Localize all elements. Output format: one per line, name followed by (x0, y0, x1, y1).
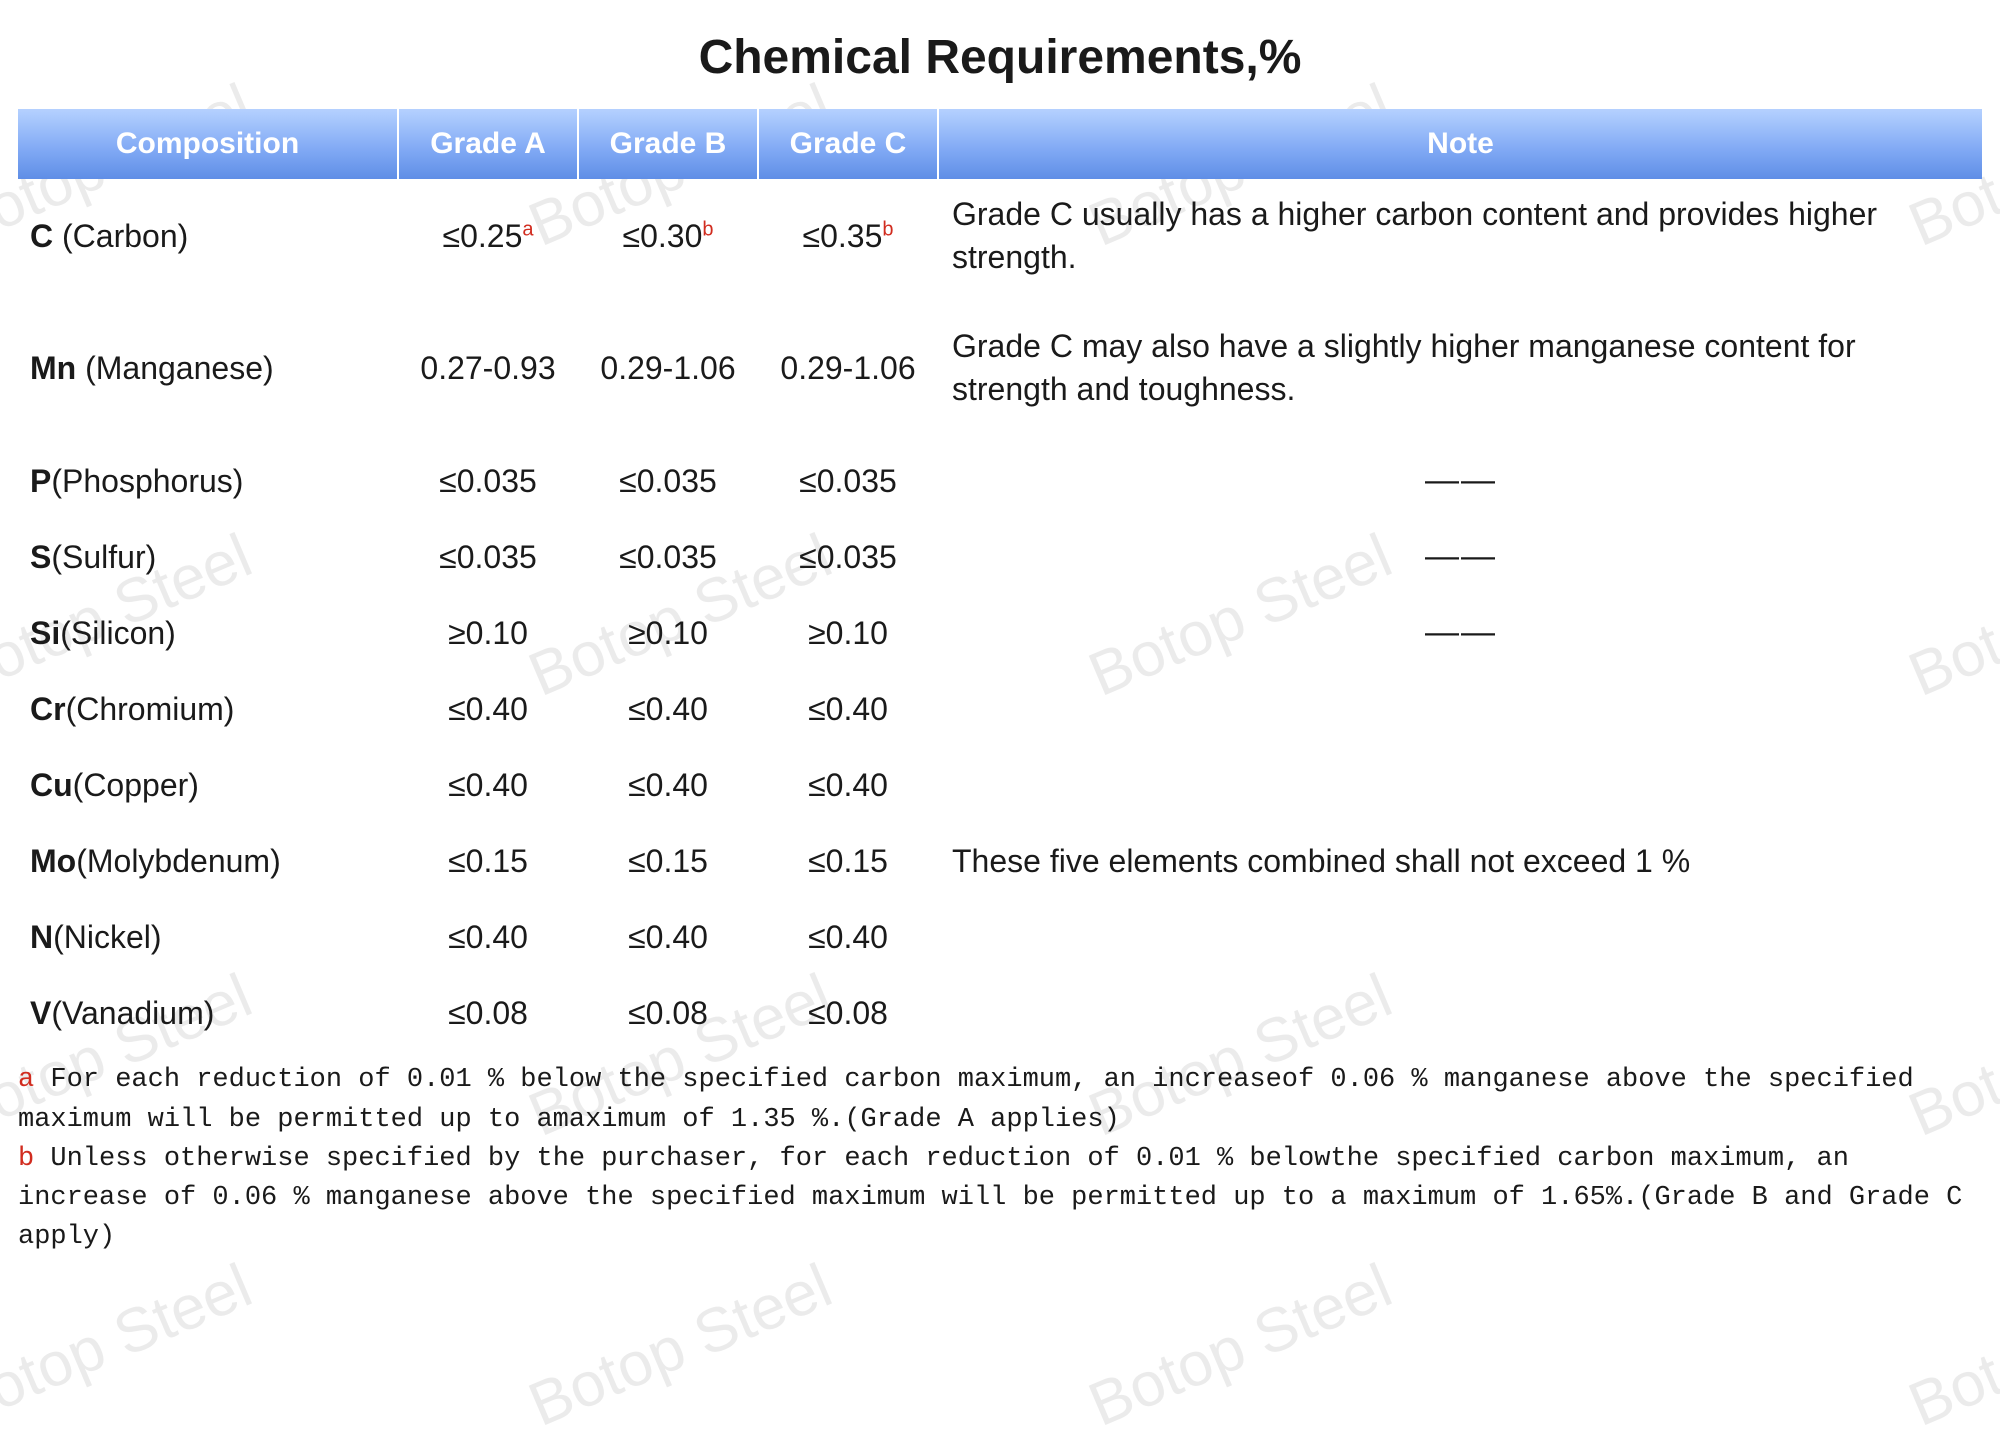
cell-grade-a: ≤0.08 (398, 975, 578, 1051)
footnote-a-text: For each reduction of 0.01 % below the s… (18, 1065, 1914, 1134)
cell-grade-b: ≤0.15 (578, 823, 758, 899)
table-row: P(Phosphorus)≤0.035≤0.035≤0.035—— (18, 443, 1982, 519)
footnotes: a For each reduction of 0.01 % below the… (18, 1061, 1982, 1257)
cell-composition: Cr(Chromium) (18, 671, 398, 747)
cell-grade-a: ≤0.40 (398, 671, 578, 747)
table-row: C (Carbon)≤0.25a≤0.30b≤0.35bGrade C usua… (18, 179, 1982, 293)
cell-grade-c: ≤0.035 (758, 443, 938, 519)
watermark: Botop Steel (519, 1250, 842, 1441)
cell-grade-b: ≤0.035 (578, 519, 758, 595)
cell-composition: P(Phosphorus) (18, 443, 398, 519)
cell-grade-c: ≤0.40 (758, 747, 938, 823)
cell-grade-b: ≥0.10 (578, 595, 758, 671)
cell-grade-b: ≤0.40 (578, 899, 758, 975)
cell-grade-c: ≥0.10 (758, 595, 938, 671)
cell-grade-a: ≤0.40 (398, 747, 578, 823)
cell-composition: Cu(Copper) (18, 747, 398, 823)
col-grade-c: Grade C (758, 109, 938, 179)
cell-grade-a: ≥0.10 (398, 595, 578, 671)
cell-note: —— (938, 519, 1982, 595)
cell-grade-c: ≤0.35b (758, 179, 938, 293)
cell-grade-b: ≤0.08 (578, 975, 758, 1051)
cell-composition: Si(Silicon) (18, 595, 398, 671)
cell-grade-c: ≤0.40 (758, 671, 938, 747)
cell-grade-b: ≤0.40 (578, 747, 758, 823)
col-grade-b: Grade B (578, 109, 758, 179)
cell-grade-a: ≤0.25a (398, 179, 578, 293)
table-row: Cr(Chromium)≤0.40≤0.40≤0.40These five el… (18, 671, 1982, 747)
cell-note: —— (938, 595, 1982, 671)
cell-grade-b: ≤0.40 (578, 671, 758, 747)
watermark: Botop Steel (1079, 1250, 1402, 1441)
cell-grade-b: 0.29-1.06 (578, 293, 758, 443)
cell-composition: Mn (Manganese) (18, 293, 398, 443)
cell-grade-c: ≤0.15 (758, 823, 938, 899)
cell-grade-c: 0.29-1.06 (758, 293, 938, 443)
cell-grade-c: ≤0.40 (758, 899, 938, 975)
cell-grade-a: ≤0.15 (398, 823, 578, 899)
cell-composition: C (Carbon) (18, 179, 398, 293)
cell-grade-b: ≤0.035 (578, 443, 758, 519)
cell-grade-a: 0.27-0.93 (398, 293, 578, 443)
watermark: Botop Steel (1899, 1250, 2000, 1441)
col-note: Note (938, 109, 1982, 179)
chem-table: Composition Grade A Grade B Grade C Note… (18, 109, 1982, 1051)
table-row: Si(Silicon)≥0.10≥0.10≥0.10—— (18, 595, 1982, 671)
cell-composition: V(Vanadium) (18, 975, 398, 1051)
footnote-marker-a: a (18, 1065, 34, 1095)
table-row: S(Sulfur)≤0.035≤0.035≤0.035—— (18, 519, 1982, 595)
cell-composition: N(Nickel) (18, 899, 398, 975)
watermark: Botop Steel (0, 1250, 262, 1441)
page-root: Chemical Requirements,% Composition Grad… (0, 0, 2000, 1446)
cell-composition: S(Sulfur) (18, 519, 398, 595)
cell-note-group: These five elements combined shall not e… (938, 671, 1982, 1051)
col-grade-a: Grade A (398, 109, 578, 179)
cell-grade-a: ≤0.40 (398, 899, 578, 975)
col-composition: Composition (18, 109, 398, 179)
cell-grade-c: ≤0.035 (758, 519, 938, 595)
cell-grade-a: ≤0.035 (398, 519, 578, 595)
footnote-marker-b: b (18, 1144, 34, 1174)
cell-note: —— (938, 443, 1982, 519)
table-header-row: Composition Grade A Grade B Grade C Note (18, 109, 1982, 179)
cell-note: Grade C usually has a higher carbon cont… (938, 179, 1982, 293)
cell-note: Grade C may also have a slightly higher … (938, 293, 1982, 443)
cell-grade-c: ≤0.08 (758, 975, 938, 1051)
footnote-b-text: Unless otherwise specified by the purcha… (18, 1144, 1962, 1252)
table-row: Mn (Manganese)0.27-0.930.29-1.060.29-1.0… (18, 293, 1982, 443)
cell-grade-a: ≤0.035 (398, 443, 578, 519)
chem-table-body: C (Carbon)≤0.25a≤0.30b≤0.35bGrade C usua… (18, 179, 1982, 1051)
cell-composition: Mo(Molybdenum) (18, 823, 398, 899)
cell-grade-b: ≤0.30b (578, 179, 758, 293)
page-title: Chemical Requirements,% (18, 30, 1982, 85)
